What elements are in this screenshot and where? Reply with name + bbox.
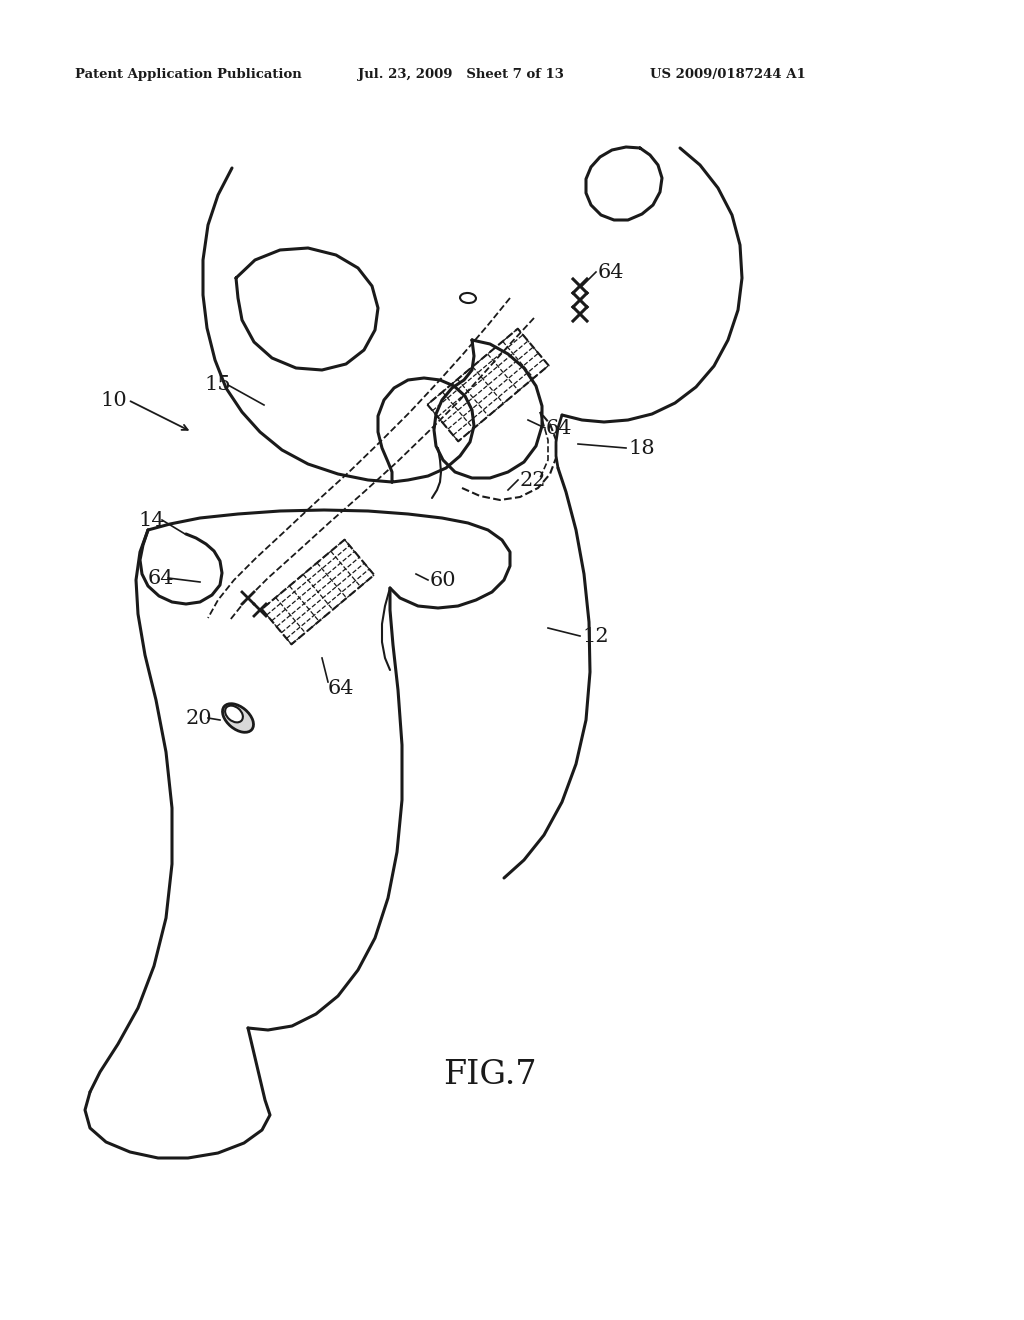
Text: 10: 10: [100, 391, 127, 409]
Text: Jul. 23, 2009   Sheet 7 of 13: Jul. 23, 2009 Sheet 7 of 13: [358, 69, 564, 81]
Text: 22: 22: [520, 470, 547, 490]
Text: 64: 64: [328, 678, 354, 697]
Text: 18: 18: [628, 438, 654, 458]
Text: 60: 60: [430, 570, 457, 590]
Text: 20: 20: [186, 709, 213, 727]
Text: 15: 15: [204, 375, 230, 395]
Text: 64: 64: [598, 263, 625, 281]
Ellipse shape: [460, 293, 476, 304]
Text: FIG.7: FIG.7: [443, 1059, 537, 1092]
Text: 12: 12: [582, 627, 608, 645]
Text: 14: 14: [138, 511, 165, 529]
Ellipse shape: [222, 704, 254, 733]
Text: 64: 64: [546, 418, 572, 437]
Text: Patent Application Publication: Patent Application Publication: [75, 69, 302, 81]
Text: US 2009/0187244 A1: US 2009/0187244 A1: [650, 69, 806, 81]
Ellipse shape: [225, 706, 243, 722]
Text: 64: 64: [148, 569, 174, 587]
